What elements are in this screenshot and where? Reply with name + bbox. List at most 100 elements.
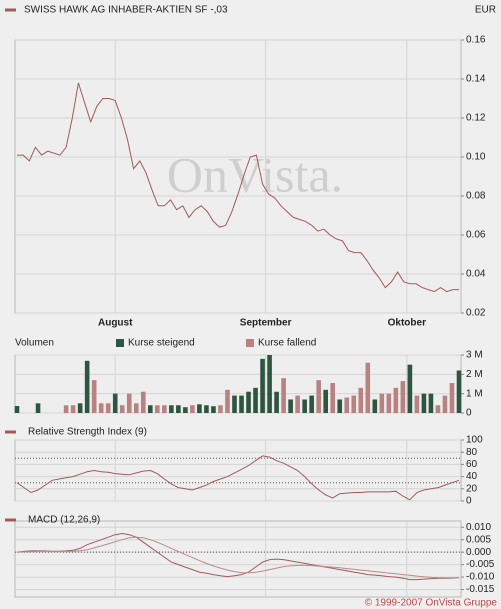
bar <box>91 380 97 413</box>
watermark: OnVista. <box>167 146 343 202</box>
bar <box>421 393 427 413</box>
data-line <box>17 82 459 293</box>
bar <box>112 393 118 413</box>
bar <box>63 405 69 413</box>
bar <box>379 393 385 413</box>
bar <box>98 403 104 413</box>
bar <box>155 405 160 413</box>
bar <box>365 362 371 413</box>
bar <box>204 405 209 413</box>
bar <box>358 387 364 413</box>
plot-area <box>14 520 462 598</box>
bar <box>288 399 293 413</box>
bar <box>133 403 139 413</box>
y-tick-label: 20 <box>466 483 478 494</box>
x-tick-label: August <box>98 318 133 329</box>
data-line <box>16 455 460 501</box>
y-tick-label: 0.16 <box>466 35 486 46</box>
y-tick-label: 1 M <box>466 388 483 399</box>
bar <box>148 405 153 413</box>
bar <box>456 370 462 413</box>
bar <box>140 391 146 413</box>
bar <box>330 383 336 413</box>
legend-swatch <box>246 339 254 347</box>
bar <box>260 358 265 413</box>
chart-title: SWISS HAWK AG INHABER-AKTIEN SF -,03 <box>24 5 228 16</box>
bar <box>435 405 441 413</box>
bar <box>295 395 300 413</box>
y-tick-label: 3 M <box>466 350 483 361</box>
bar <box>239 395 244 413</box>
bar <box>253 387 258 413</box>
bar <box>197 404 202 413</box>
copyright: © 1999-2007 OnVista Gruppe <box>365 598 498 609</box>
bar <box>267 355 272 413</box>
bar <box>35 403 41 413</box>
bar <box>119 405 125 413</box>
bar <box>274 391 279 413</box>
data-line <box>16 532 460 581</box>
bar <box>162 405 167 413</box>
bar <box>407 364 413 413</box>
bar <box>190 405 195 413</box>
bar <box>211 406 216 413</box>
bar <box>169 405 174 413</box>
legend-label: Kurse steigend <box>128 338 195 349</box>
panel-title: Volumen <box>15 338 54 349</box>
bar <box>372 399 378 413</box>
bar <box>316 380 321 413</box>
y-tick-label: 0.10 <box>466 152 486 163</box>
y-tick-label: -0.010 <box>466 572 495 583</box>
bar <box>225 389 230 413</box>
bar <box>232 395 237 413</box>
y-tick-label: 80 <box>466 447 478 458</box>
bar <box>386 393 392 413</box>
bar <box>428 393 434 413</box>
bar <box>70 405 76 413</box>
bar <box>442 395 448 413</box>
bar <box>323 389 328 413</box>
y-tick-label: 100 <box>466 435 483 446</box>
y-tick-label: 0.06 <box>466 230 486 241</box>
bar <box>246 391 251 413</box>
bar <box>414 395 420 413</box>
bar <box>84 360 90 413</box>
bar <box>344 397 350 413</box>
x-tick-label: Oktober <box>388 318 426 329</box>
y-tick-label: 2 M <box>466 369 483 380</box>
y-tick-label: 0 <box>466 408 472 419</box>
bar <box>105 403 111 413</box>
bar <box>337 399 343 413</box>
bar <box>77 403 83 413</box>
y-tick-label: 0.005 <box>466 534 491 545</box>
currency: EUR <box>475 5 496 16</box>
x-tick-label: September <box>240 318 292 329</box>
y-tick-label: 60 <box>466 459 478 470</box>
panel-title: MACD (12,26,9) <box>28 515 100 526</box>
bar <box>309 395 314 413</box>
y-tick-label: 0.12 <box>466 113 486 124</box>
y-tick-label: 0.02 <box>466 308 486 319</box>
legend-swatch <box>116 339 124 347</box>
bar <box>351 395 357 413</box>
bar <box>176 405 181 413</box>
bar <box>218 405 223 413</box>
plot-area <box>14 439 462 502</box>
bar <box>14 406 20 413</box>
y-tick-label: 0.08 <box>466 191 486 202</box>
panel-title: Relative Strength Index (9) <box>28 427 147 438</box>
bar <box>449 383 455 413</box>
y-tick-label: 40 <box>466 471 478 482</box>
y-tick-label: 0.010 <box>466 522 491 533</box>
bar <box>126 393 132 413</box>
bar <box>281 378 286 413</box>
y-tick-label: -0.015 <box>466 584 495 595</box>
y-tick-label: 0.14 <box>466 74 486 85</box>
y-tick-label: 0 <box>466 496 472 507</box>
bar <box>393 387 399 413</box>
y-tick-label: 0.04 <box>466 269 486 280</box>
bar <box>400 381 406 413</box>
plot-area <box>14 39 462 314</box>
bar <box>302 399 307 413</box>
